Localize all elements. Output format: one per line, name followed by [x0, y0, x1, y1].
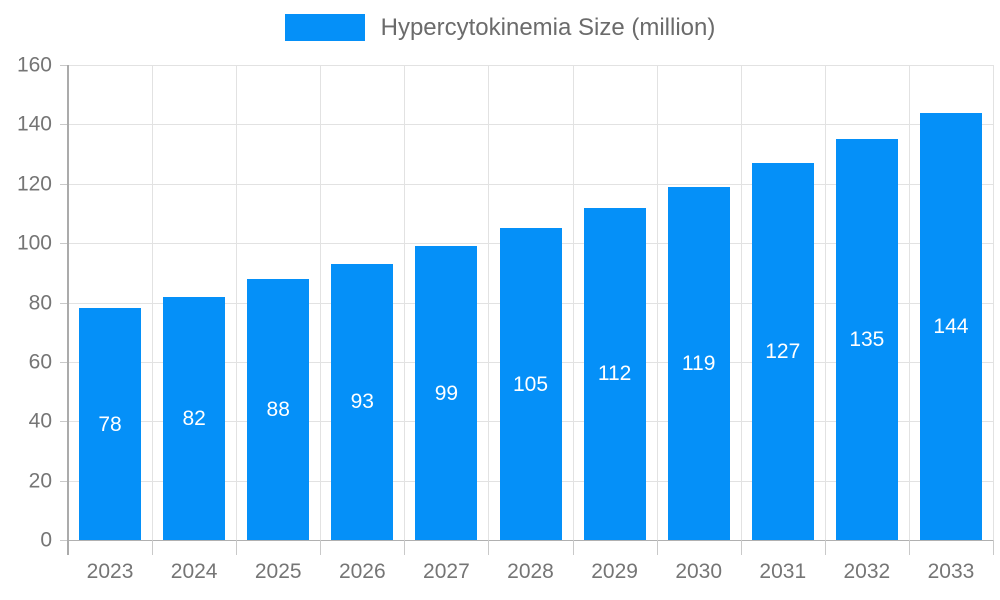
y-tick	[60, 183, 68, 185]
x-tick	[236, 540, 238, 555]
x-tick-label: 2031	[759, 560, 807, 583]
bar-value-label: 112	[597, 362, 632, 386]
bar: 135	[835, 139, 898, 540]
y-tick-label: 120	[16, 172, 52, 196]
y-tick	[60, 124, 68, 126]
x-tick	[993, 540, 994, 555]
y-axis-line	[67, 65, 69, 555]
v-gridline	[993, 65, 994, 540]
y-tick-label: 40	[28, 409, 52, 433]
h-gridline	[68, 183, 993, 185]
bar: 105	[499, 228, 562, 540]
x-tick	[152, 540, 154, 555]
h-gridline	[68, 65, 993, 66]
x-tick-label: 2028	[507, 560, 554, 583]
bar-value-label: 144	[933, 314, 969, 338]
chart-legend: Hypercytokinemia Size (million)	[0, 14, 1000, 41]
bar-value-label: 119	[681, 351, 716, 375]
bar-value-label: 127	[765, 339, 801, 363]
x-tick-label: 2030	[675, 560, 723, 583]
x-tick	[404, 540, 406, 555]
x-tick-label: 2023	[86, 560, 134, 583]
x-tick-label: 2027	[423, 560, 470, 583]
y-tick	[60, 421, 68, 423]
x-tick-label: 2032	[843, 560, 891, 583]
x-tick-label: 2025	[254, 560, 302, 583]
v-gridline	[572, 65, 574, 540]
v-gridline	[320, 65, 322, 540]
x-tick	[908, 540, 910, 555]
x-tick	[740, 540, 742, 555]
x-tick-label: 2026	[338, 560, 386, 583]
bar: 112	[583, 207, 646, 540]
bar: 99	[415, 246, 478, 540]
h-gridline	[68, 124, 993, 126]
x-tick-label: 2033	[927, 560, 975, 583]
y-tick-label: 80	[28, 291, 52, 314]
x-tick	[320, 540, 322, 555]
y-tick-label: 20	[28, 469, 52, 493]
bar-value-label: 78	[98, 412, 122, 436]
y-tick-label: 100	[16, 231, 52, 255]
y-tick	[60, 480, 68, 482]
y-tick-label: 0	[40, 528, 52, 552]
v-gridline	[404, 65, 406, 540]
v-gridline	[488, 65, 490, 540]
x-tick	[824, 540, 826, 555]
bar: 119	[667, 186, 730, 540]
v-gridline	[152, 65, 154, 540]
x-axis-baseline	[68, 540, 993, 541]
y-tick-label: 60	[28, 350, 52, 374]
x-tick	[488, 540, 490, 555]
y-tick-label: 160	[16, 53, 52, 77]
bar-value-label: 82	[182, 406, 206, 430]
v-gridline	[236, 65, 238, 540]
y-tick	[60, 302, 68, 304]
x-tick-label: 2024	[170, 560, 218, 583]
bar: 93	[331, 263, 394, 540]
bar: 144	[919, 112, 982, 540]
legend-label: Hypercytokinemia Size (million)	[380, 14, 716, 41]
v-gridline	[908, 65, 910, 540]
y-tick	[60, 540, 68, 541]
bar: 127	[751, 162, 814, 540]
bar: 82	[163, 296, 226, 540]
bar-value-label: 88	[266, 397, 290, 421]
bar: 88	[247, 278, 310, 540]
v-gridline	[824, 65, 826, 540]
x-tick-label: 2029	[591, 560, 638, 583]
bar-value-label: 99	[434, 381, 459, 405]
bar: 78	[79, 308, 142, 540]
legend-swatch	[284, 14, 365, 41]
y-tick	[60, 65, 68, 66]
x-tick	[656, 540, 658, 555]
y-tick	[60, 243, 68, 245]
v-gridline	[740, 65, 742, 540]
bar-value-label: 105	[512, 372, 549, 396]
bar-value-label: 135	[849, 328, 885, 352]
x-tick	[572, 540, 574, 555]
bar-value-label: 93	[350, 390, 374, 414]
v-gridline	[656, 65, 658, 540]
y-tick	[60, 361, 68, 363]
y-tick-label: 140	[16, 112, 52, 136]
